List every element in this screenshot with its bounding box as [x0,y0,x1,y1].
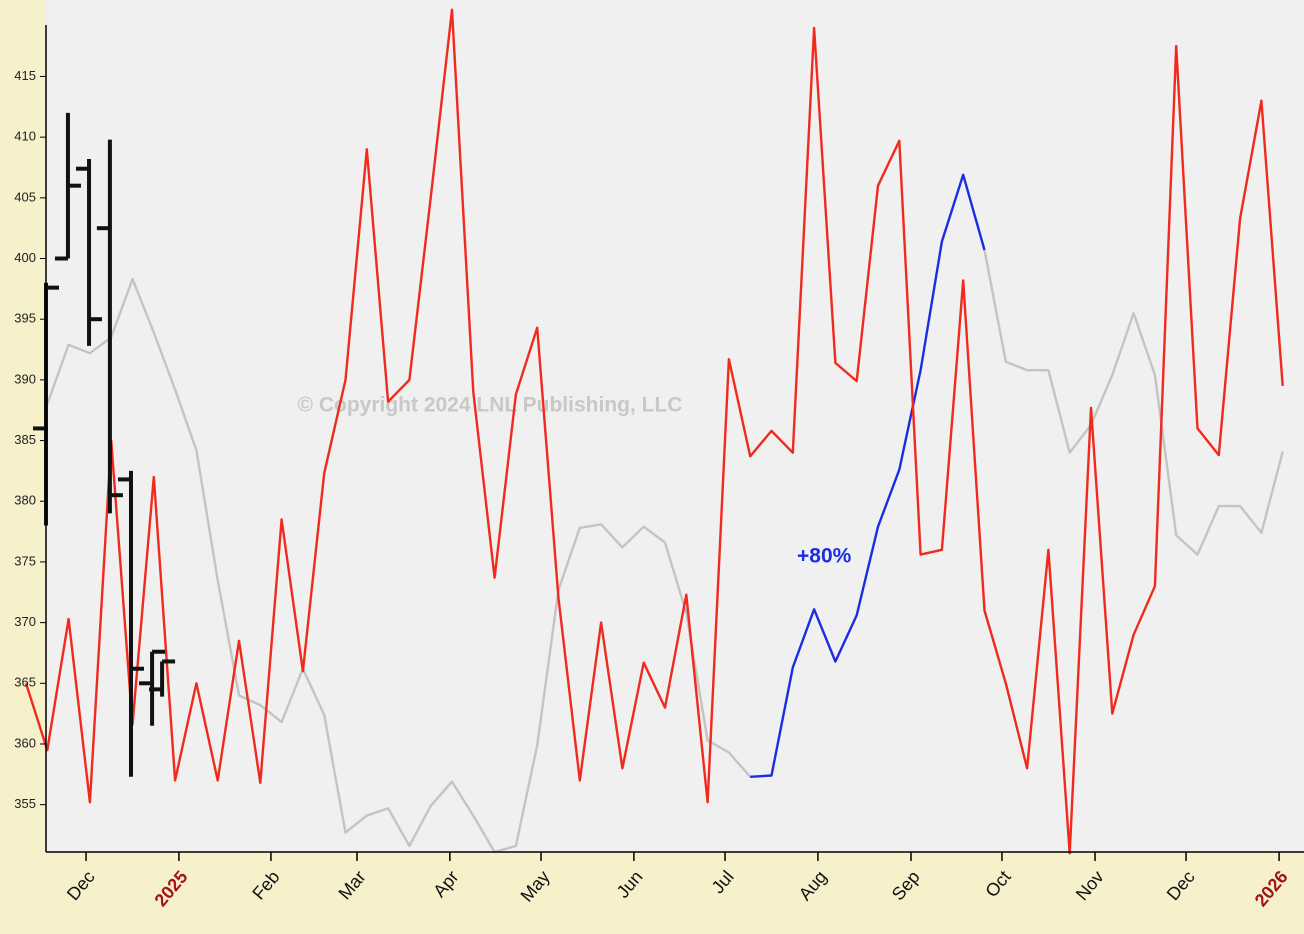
y-tick-label: 355 [14,796,36,811]
y-tick-label: 370 [14,614,36,629]
y-tick-label: 375 [14,553,36,568]
x-tick-label: Jun [613,867,647,902]
x-tick-label: Nov [1072,867,1108,904]
x-tick-label: Mar [334,867,369,904]
x-tick-label: Jul [708,867,738,897]
y-tick-label: 410 [14,129,36,144]
x-tick-label: Dec [1163,867,1199,904]
x-tick-label: Sep [888,867,924,904]
x-tick-label: Aug [795,867,831,904]
y-tick-label: 405 [14,189,36,204]
marks [24,8,1284,855]
y-tick-label: 395 [14,311,36,326]
y-tick-label: 365 [14,675,36,690]
line-series [46,249,1284,854]
x-tick-label: Oct [981,867,1014,901]
x-tick-label: Apr [429,867,462,901]
y-tick-label: 415 [14,68,36,83]
plot-area [46,0,1304,852]
watermark: © Copyright 2024 LNL Publishing, LLC [298,394,683,417]
y-tick-label: 380 [14,493,36,508]
x-tick-label: May [517,867,554,906]
y-tick-label: 360 [14,735,36,750]
y-tick-label: 385 [14,432,36,447]
x-tick-label: Dec [63,867,99,904]
line-series [24,8,1284,855]
y-tick-label: 400 [14,250,36,265]
y-tick-label: 390 [14,371,36,386]
x-tick-label: 2026 [1251,867,1292,911]
line-series [750,173,986,778]
x-tick-label: Feb [248,867,283,904]
annotation: +80% [797,545,852,568]
x-tick-label: 2025 [151,867,192,911]
